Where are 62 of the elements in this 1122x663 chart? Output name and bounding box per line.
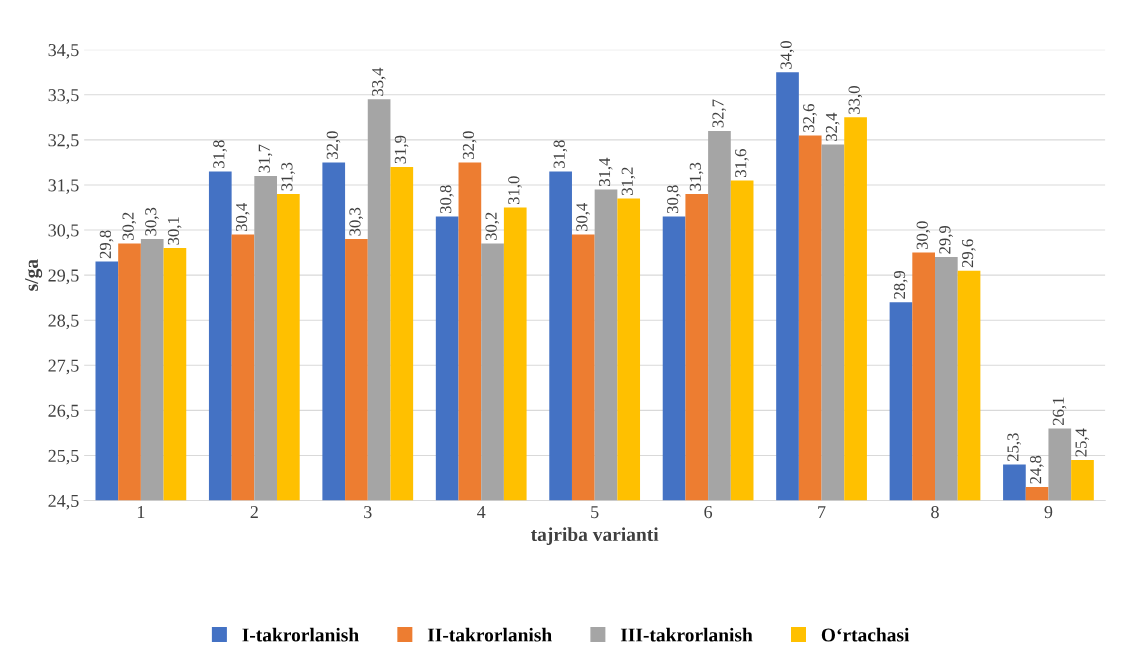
x-tick-label: 4 — [477, 506, 486, 518]
data-label: 31,6 — [735, 149, 749, 177]
data-label: 31,0 — [508, 176, 522, 205]
x-axis-title: tajriba varianti — [530, 527, 659, 545]
x-tick-label: 5 — [591, 506, 599, 519]
y-tick-label: 31,5 — [48, 179, 79, 195]
data-label: 30,8 — [667, 185, 681, 214]
legend-label: II-takrorlanish — [427, 627, 552, 642]
x-tick-label: 8 — [931, 505, 939, 519]
x-tick-label: 2 — [250, 506, 258, 518]
data-label: 32,6 — [803, 104, 817, 132]
data-label: 30,1 — [167, 217, 182, 245]
x-tick-label: 1 — [137, 506, 145, 518]
data-label: 31,9 — [394, 135, 409, 164]
data-label: 30,4 — [235, 202, 250, 232]
data-label: 28,9 — [893, 271, 908, 299]
data-label: 34,0 — [780, 41, 795, 69]
data-label: 25,4 — [1075, 428, 1090, 457]
x-tick-label: 6 — [704, 506, 713, 519]
data-label: 30,2 — [122, 212, 137, 241]
y-tick-label: 26,5 — [48, 404, 79, 420]
x-tick-label: 9 — [1044, 506, 1053, 519]
data-label: 30,2 — [485, 212, 500, 241]
data-label: 32,4 — [825, 112, 840, 141]
y-tick-label: 25,5 — [48, 449, 79, 465]
data-label: 31,3 — [689, 162, 704, 191]
y-tick-label: 29,5 — [48, 269, 79, 285]
y-tick-label: 32,5 — [48, 134, 79, 149]
y-tick-label: 24,5 — [48, 494, 79, 510]
data-label: 32,0 — [462, 131, 477, 159]
legend-label: I-takrorlanish — [242, 627, 359, 642]
data-label: 30,0 — [916, 221, 931, 250]
data-label: 29,8 — [99, 230, 114, 259]
y-tick-label: 27,5 — [48, 359, 79, 375]
data-label: 24,8 — [1030, 455, 1044, 484]
data-label: 31,7 — [258, 144, 273, 173]
x-tick-label: 3 — [364, 506, 372, 519]
y-tick-label: 28,5 — [48, 314, 79, 330]
data-label: 31,3 — [281, 162, 295, 191]
legend-label: O‘rtachasi — [821, 627, 910, 642]
data-label: 31,8 — [213, 140, 227, 168]
legend-label: III-takrorlanish — [620, 627, 753, 642]
data-label: 31,2 — [621, 167, 636, 195]
data-label: 30,3 — [145, 207, 159, 236]
y-axis-title: s/ga — [25, 259, 43, 291]
data-label: 26,1 — [1052, 397, 1067, 425]
data-label: 30,3 — [349, 207, 363, 236]
data-label: 30,8 — [440, 185, 454, 214]
x-tick-label: 7 — [818, 506, 826, 518]
data-label: 33,4 — [372, 67, 386, 96]
data-label: 29,9 — [939, 225, 953, 254]
y-tick-label: 33,5 — [48, 89, 79, 104]
data-label: 25,3 — [1007, 433, 1021, 462]
data-label: 33,0 — [848, 86, 863, 114]
y-tick-label: 34,5 — [48, 44, 79, 59]
data-label: 31,8 — [553, 140, 568, 168]
y-tick-label: 30,5 — [48, 224, 79, 240]
data-label: 32,7 — [712, 99, 727, 128]
data-label: 29,6 — [962, 239, 976, 268]
data-label: 30,4 — [576, 202, 590, 232]
data-label: 31,4 — [598, 157, 613, 186]
data-label: 32,0 — [326, 131, 341, 159]
